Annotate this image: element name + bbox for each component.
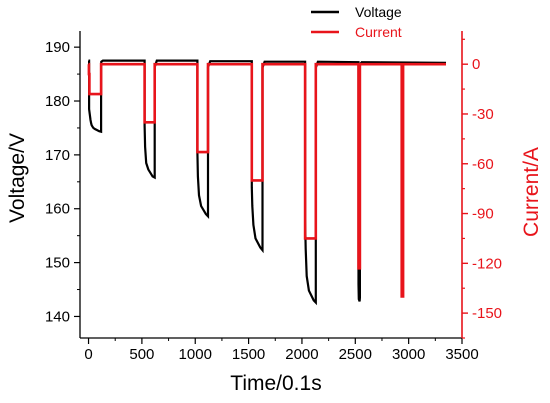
x-tick-label: 2000	[285, 346, 318, 363]
y-right-tick-label: 0	[472, 56, 480, 73]
y-left-tick-label: 180	[45, 93, 70, 110]
legend-label-voltage: Voltage	[355, 4, 402, 20]
plot-lines	[87, 59, 447, 306]
series-line-current	[87, 62, 446, 298]
y-left-tick-label: 140	[45, 308, 70, 325]
axes: 0 500 1000 1500 2000 2500 3000 3500 140 150 160 170…	[45, 31, 502, 363]
x-tick-label: 3500	[445, 346, 478, 363]
legend: Voltage Current	[311, 4, 402, 40]
y-right-tick-label: -90	[472, 206, 494, 223]
y-right-tick-label: -150	[472, 305, 502, 322]
legend-label-current: Current	[355, 24, 402, 40]
x-tick-label: 0	[84, 346, 92, 363]
x-tick-label: 2500	[339, 346, 372, 363]
x-tick-label: 3000	[392, 346, 425, 363]
y-left-axis-title: Voltage/V	[6, 133, 29, 223]
x-tick-label: 1000	[179, 346, 212, 363]
x-tick-label: 500	[129, 346, 154, 363]
series-line-voltage	[87, 59, 447, 306]
y-right-tick-label: -60	[472, 156, 494, 173]
y-right-tick-label: -30	[472, 106, 494, 123]
y-left-tick-label: 170	[45, 147, 70, 164]
y-left-tick-label: 190	[45, 39, 70, 56]
y-right-axis-title: Current/A	[520, 147, 543, 237]
y-right-tick-label: -120	[472, 255, 502, 272]
y-left-tick-label: 160	[45, 201, 70, 218]
x-tick-label: 1500	[232, 346, 265, 363]
x-axis-title: Time/0.1s	[230, 372, 321, 395]
y-left-tick-label: 150	[45, 255, 70, 272]
